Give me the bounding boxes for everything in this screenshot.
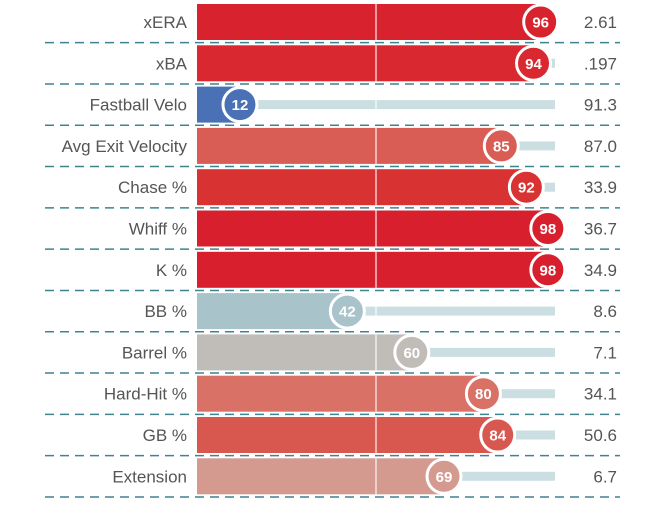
percentile-circle [393,333,431,371]
percentile-label: 42 [339,304,356,321]
category-label: xERA [144,13,188,32]
percentile-circle [529,210,567,247]
percentile-circle [522,3,560,41]
category-label: Hard-Hit % [104,385,187,404]
stat-value-label: .197 [584,54,617,73]
category-label: Avg Exit Velocity [62,137,188,156]
percentile-label: 98 [539,221,556,238]
percentile-label: 69 [436,469,453,486]
percentile-label: 80 [475,386,492,403]
percentile-circle [221,86,259,124]
stat-value-label: 34.9 [584,261,617,280]
percentile-bar [197,4,541,40]
percentile-bar [197,127,502,164]
percentile-label: 84 [489,428,506,445]
stat-value-label: 2.61 [584,13,617,32]
category-label: xBA [156,54,188,73]
stat-value-label: 34.1 [584,385,617,404]
percentile-label: 98 [539,262,556,279]
percentile-bar [197,458,445,495]
stat-value-label: 7.1 [593,343,617,362]
stat-value-label: 33.9 [584,178,617,197]
category-label: K % [156,261,187,280]
percentile-bar [197,334,412,371]
percentile-circle [425,457,463,495]
percentile-bar [197,251,548,288]
percentile-bar [197,169,527,206]
percentile-circle [464,375,502,413]
category-label: Extension [112,467,187,486]
percentile-circle [482,127,520,165]
category-label: Chase % [118,178,187,197]
percentile-label: 60 [403,345,420,362]
percentile-circle [529,251,567,289]
percentile-label: 94 [525,56,542,73]
category-label: Fastball Velo [90,96,187,115]
percentile-label: 12 [232,97,249,114]
percentile-circle [328,292,366,330]
percentile-label: 92 [518,180,535,197]
stat-value-label: 91.3 [584,96,617,115]
percentile-bar [197,375,484,412]
stat-value-label: 8.6 [593,302,617,321]
stat-value-label: 36.7 [584,220,617,239]
category-label: Whiff % [129,220,187,239]
percentile-bar [197,210,548,247]
percentile-bar [197,293,348,330]
category-label: Barrel % [122,343,187,362]
percentile-label: 85 [493,138,510,155]
percentile-bar [197,417,498,453]
percentile-circle [515,44,553,82]
percentile-label: 96 [532,15,549,32]
category-label: GB % [143,426,187,445]
percentile-circle [507,168,545,206]
stat-value-label: 6.7 [593,467,617,486]
percentile-circle [479,416,517,454]
stat-value-label: 50.6 [584,426,617,445]
percentile-bar [197,45,534,82]
stat-value-label: 87.0 [584,137,617,156]
category-label: BB % [144,302,187,321]
